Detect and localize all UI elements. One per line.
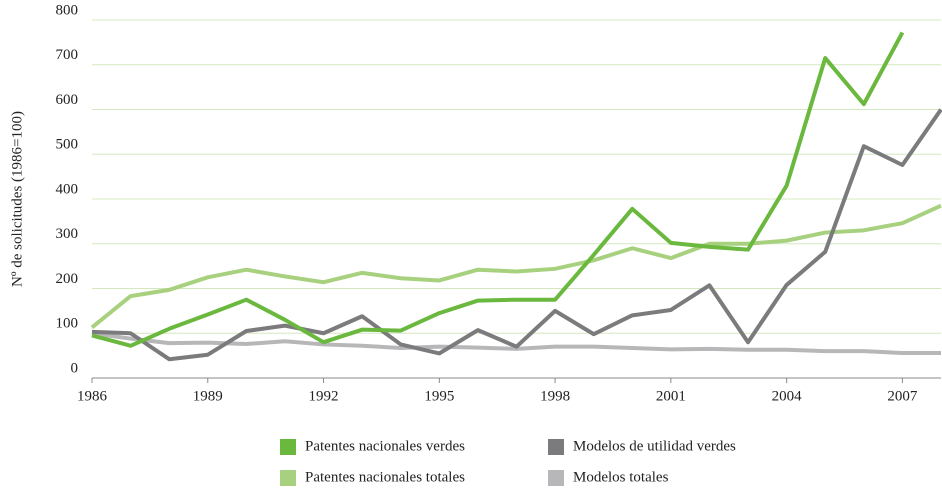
series-line (91, 31, 905, 348)
y-tick-label: 0 (71, 360, 79, 376)
y-tick-label: 100 (56, 316, 79, 332)
y-tick-label: 600 (56, 92, 79, 108)
y-tick-label: 400 (56, 181, 79, 197)
legend-swatch (548, 470, 564, 486)
legend-swatch (280, 439, 296, 455)
legend-label: Patentes nacionales verdes (305, 438, 465, 454)
y-axis-label: Nº de solicitudes (1986=100) (9, 111, 25, 287)
legend-swatch (548, 439, 564, 455)
legend-label: Patentes nacionales totales (305, 469, 465, 485)
y-tick-label: 800 (56, 2, 79, 18)
legend-label: Modelos de utilidad verdes (573, 438, 736, 454)
y-tick-label: 200 (56, 271, 79, 287)
x-tick-label: 1998 (540, 388, 570, 404)
x-tick-label: 1986 (77, 388, 108, 404)
y-tick-label: 700 (56, 47, 79, 63)
y-tick-label: 300 (56, 226, 79, 242)
legend-swatch (280, 470, 296, 486)
x-tick-label: 2004 (772, 388, 803, 404)
legend-label: Modelos totales (573, 469, 669, 485)
series-line (91, 331, 941, 355)
x-tick-label: 1989 (193, 388, 223, 404)
x-tick-label: 1992 (309, 388, 339, 404)
x-tick-label: 1995 (424, 388, 454, 404)
series-line (90, 203, 942, 329)
x-tick-label: 2001 (656, 388, 686, 404)
series-line (91, 108, 942, 362)
x-tick-label: 2007 (887, 388, 918, 404)
y-tick-label: 500 (56, 137, 79, 153)
